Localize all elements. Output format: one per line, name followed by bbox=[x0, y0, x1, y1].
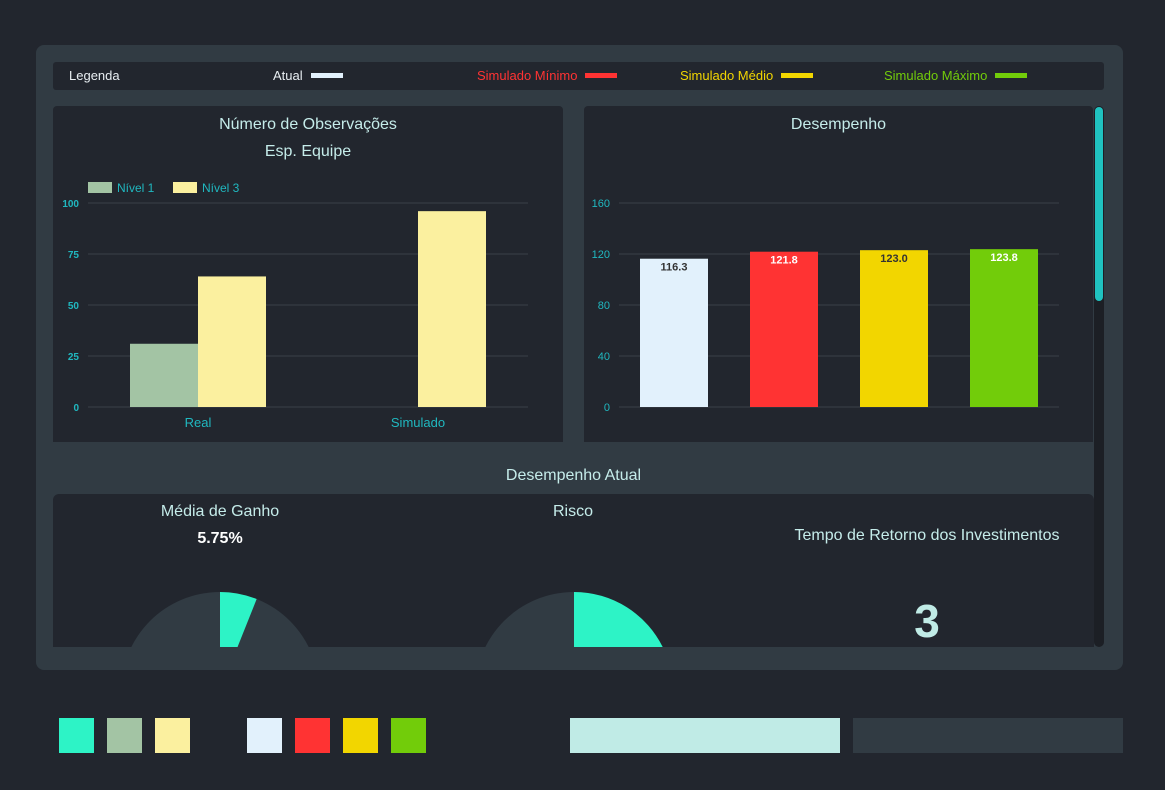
palette-swatch bbox=[391, 718, 426, 753]
gauges bbox=[131, 592, 663, 647]
bar bbox=[418, 211, 486, 407]
palette-bar bbox=[570, 718, 840, 753]
performance-title: Desempenho bbox=[790, 116, 887, 133]
data-label: 121.8 bbox=[770, 255, 798, 267]
bar bbox=[750, 251, 818, 407]
legend-swatch bbox=[310, 73, 343, 78]
y-tick-label: 25 bbox=[68, 352, 80, 363]
palette-swatch bbox=[107, 718, 142, 753]
observations-chart: 0 25 50 75 100 Nível 1 Nível 3 Real Simulado bbox=[62, 181, 528, 430]
x-tick-label: Simulado bbox=[391, 415, 445, 430]
data-label: 123.0 bbox=[880, 253, 908, 265]
current-performance-card: Média de Ganho 5.75% Risco Tempo de Reto… bbox=[53, 494, 1094, 647]
legend-item-label: Simulado Máximo bbox=[884, 68, 988, 83]
palette-swatch bbox=[247, 718, 282, 753]
bar bbox=[640, 258, 708, 407]
legend-swatch bbox=[781, 73, 814, 78]
gain-value: 5.75% bbox=[197, 530, 243, 547]
legend-item-label: Simulado Médio bbox=[680, 68, 774, 83]
current-performance-title: Desempenho Atual bbox=[505, 467, 642, 484]
legend-label: Nível 1 bbox=[117, 181, 155, 195]
y-tick-label: 160 bbox=[592, 198, 610, 210]
legend-swatch bbox=[88, 182, 112, 193]
gain-title: Média de Ganho bbox=[160, 503, 280, 520]
legend-item-sim-min: Simulado Mínimo bbox=[477, 68, 618, 83]
risk-title: Risco bbox=[552, 503, 593, 520]
payback-title: Tempo de Retorno dos Investimentos bbox=[794, 527, 1060, 544]
legend-swatch bbox=[585, 73, 618, 78]
legend-item-sim-max: Simulado Máximo bbox=[884, 68, 1028, 83]
legend-item-sim-med: Simulado Médio bbox=[680, 68, 814, 83]
performance-chart: 0 40 80 120 160 116.3 121.8 123.0 123.8 bbox=[592, 198, 1059, 414]
legend-title: Legenda bbox=[69, 68, 120, 83]
palette-swatch bbox=[295, 718, 330, 753]
observations-title: Número de Observações bbox=[219, 116, 397, 133]
scrollbar-track[interactable] bbox=[1094, 106, 1104, 647]
palette-swatch bbox=[59, 718, 94, 753]
legend-label: Nível 3 bbox=[202, 181, 240, 195]
performance-card: Desempenho 0 40 80 120 160 116.3 121.8 123.0 123… bbox=[584, 106, 1093, 442]
observations-subtitle: Esp. Equipe bbox=[264, 143, 352, 160]
y-tick-label: 0 bbox=[73, 403, 79, 414]
x-tick-label: Real bbox=[185, 415, 212, 430]
y-tick-label: 0 bbox=[604, 402, 610, 414]
legend-item-label: Atual bbox=[273, 68, 303, 83]
bar bbox=[198, 276, 266, 407]
bar bbox=[130, 343, 198, 407]
legend-item-atual: Atual bbox=[273, 68, 343, 83]
legend-bar: Legenda Atual Simulado Mínimo Simulado M… bbox=[53, 62, 1104, 90]
scrollbar-thumb[interactable] bbox=[1095, 107, 1103, 301]
gauge-fill bbox=[220, 592, 257, 647]
data-label: 123.8 bbox=[990, 252, 1018, 264]
legend-swatch bbox=[173, 182, 197, 193]
observations-card: Número de Observações Esp. Equipe 0 25 50 7… bbox=[53, 106, 563, 442]
palette-swatch bbox=[343, 718, 378, 753]
y-tick-label: 50 bbox=[68, 301, 80, 312]
y-tick-label: 75 bbox=[68, 250, 80, 261]
payback-value: 3 bbox=[914, 595, 940, 647]
legend-swatch bbox=[995, 73, 1028, 78]
legend-item-label: Simulado Mínimo bbox=[477, 68, 578, 83]
y-tick-label: 100 bbox=[62, 199, 79, 210]
bar bbox=[970, 249, 1038, 407]
bar bbox=[860, 250, 928, 407]
y-tick-label: 80 bbox=[598, 300, 610, 312]
y-tick-label: 120 bbox=[592, 249, 610, 261]
y-tick-label: 40 bbox=[598, 351, 610, 363]
palette-bar bbox=[853, 718, 1123, 753]
gauge-fill bbox=[574, 592, 663, 647]
data-label: 116.3 bbox=[661, 262, 688, 274]
palette-swatch bbox=[155, 718, 190, 753]
